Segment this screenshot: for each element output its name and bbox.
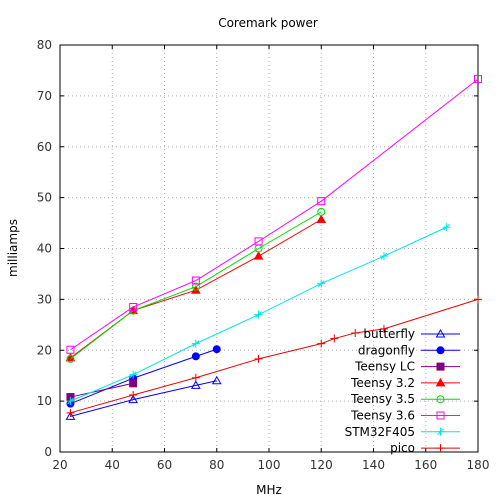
series-line <box>70 78 479 351</box>
data-point <box>379 324 388 333</box>
y-tick-label: 10 <box>37 394 52 408</box>
data-point <box>211 375 222 385</box>
data-point <box>254 354 263 363</box>
x-tick-label: 100 <box>258 458 281 472</box>
legend-marker <box>436 427 445 436</box>
legend-label: dragonfly <box>358 343 415 357</box>
legend-label: butterfly <box>363 327 415 341</box>
x-tick-label: 140 <box>362 458 385 472</box>
x-tick-label: 20 <box>52 458 67 472</box>
data-point <box>317 279 326 288</box>
data-point <box>474 75 482 84</box>
data-point <box>442 223 451 232</box>
legend-label: pico <box>390 441 415 455</box>
x-tick-label: 80 <box>209 458 224 472</box>
legend-label: Teensy 3.5 <box>350 392 415 406</box>
data-point <box>317 207 326 216</box>
legend-label: Teensy 3.2 <box>350 376 415 390</box>
series-stm32f405 <box>66 223 451 406</box>
grid <box>60 45 478 452</box>
data-point <box>66 354 75 363</box>
y-axis: 0 10 20 30 40 50 60 70 80 <box>37 38 478 459</box>
legend-marker <box>435 328 446 338</box>
legend-marker <box>435 377 446 387</box>
x-axis-label: MHz <box>256 483 282 497</box>
legend-label: Teensy 3.6 <box>350 409 415 423</box>
data-point <box>253 251 264 260</box>
data-point <box>254 237 263 246</box>
legend-marker <box>436 346 445 355</box>
legend-entry: dragonfly <box>358 343 460 357</box>
legend-entry: Teensy 3.6 <box>350 409 460 423</box>
series-teensy-3-2 <box>65 214 327 362</box>
data-point <box>129 370 138 379</box>
data-point <box>351 328 360 337</box>
data-point <box>128 394 139 404</box>
data-point <box>191 276 200 285</box>
chart-title: Coremark power <box>218 16 318 30</box>
x-tick-label: 180 <box>467 458 490 472</box>
data-point <box>316 214 327 224</box>
legend-entry: Teensy 3.2 <box>350 376 460 390</box>
legend-label: Teensy LC <box>354 360 415 374</box>
y-tick-label: 60 <box>37 140 52 154</box>
data-point <box>317 197 326 206</box>
data-point <box>66 397 75 406</box>
y-tick-label: 70 <box>37 89 52 103</box>
legend-entry: STM32F405 <box>345 425 460 439</box>
data-point <box>191 339 200 348</box>
legend-marker <box>436 362 445 371</box>
data-point <box>129 303 138 312</box>
data-point <box>129 391 138 400</box>
data-point <box>190 380 201 389</box>
y-tick-label: 50 <box>37 191 52 205</box>
series-dragonfly <box>66 345 221 408</box>
data-point <box>191 352 200 361</box>
y-tick-label: 20 <box>37 343 52 357</box>
y-axis-label: milliamps <box>6 219 20 277</box>
y-tick-label: 0 <box>44 445 52 459</box>
series-line <box>70 382 134 398</box>
series-line <box>70 380 217 417</box>
legend: butterfly dragonfly Teensy LC Teensy 3.2 Tee… <box>345 327 460 455</box>
legend-entry: butterfly <box>363 327 460 341</box>
data-point <box>191 373 200 382</box>
series-butterfly <box>65 375 222 420</box>
legend-entry: pico <box>390 441 460 455</box>
data-point <box>66 345 75 354</box>
y-tick-label: 40 <box>37 242 52 256</box>
series-teensy-3-6 <box>66 75 482 354</box>
data-point <box>254 310 263 319</box>
y-tick-label: 30 <box>37 292 52 306</box>
data-point <box>212 345 221 354</box>
data-point <box>317 339 326 348</box>
series-pico <box>66 295 482 417</box>
legend-entry: Teensy 3.5 <box>350 392 460 406</box>
series-line <box>70 298 479 414</box>
x-tick-label: 40 <box>105 458 120 472</box>
data-point <box>129 379 138 388</box>
data-point <box>65 411 76 420</box>
data-point <box>474 295 482 304</box>
series-layer <box>65 75 482 420</box>
data-point <box>330 334 339 343</box>
legend-marker <box>436 411 445 420</box>
x-tick-label: 120 <box>310 458 333 472</box>
legend-marker <box>436 395 445 404</box>
data-point <box>191 282 200 291</box>
y-tick-label: 80 <box>37 38 52 52</box>
legend-marker <box>436 444 445 453</box>
data-point <box>66 408 75 417</box>
data-point <box>379 252 388 261</box>
legend-label: STM32F405 <box>345 425 415 439</box>
x-axis: 20 40 60 80 100 120 140 160 180 <box>52 45 489 472</box>
series-line <box>70 211 322 360</box>
series-line <box>70 348 217 405</box>
legend-entry: Teensy LC <box>354 360 460 374</box>
x-tick-label: 160 <box>414 458 437 472</box>
x-tick-label: 60 <box>157 458 172 472</box>
